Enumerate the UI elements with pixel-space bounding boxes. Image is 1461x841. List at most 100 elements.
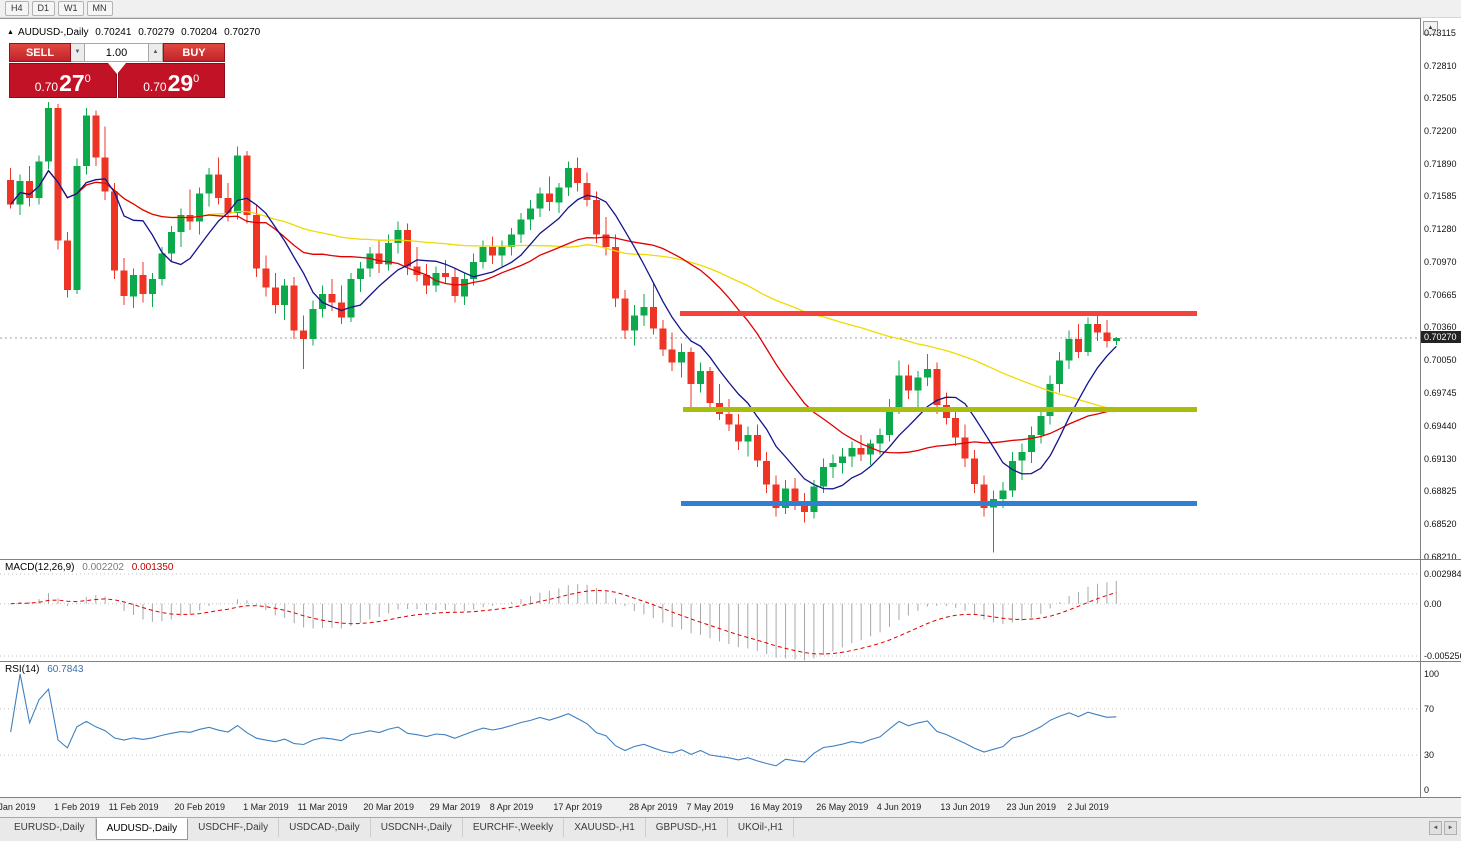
macd-axis-label: 0.00 [1424,598,1442,609]
sell-button[interactable]: SELL [9,43,71,62]
ohlc-low-value: 0.70204 [181,27,218,38]
sell-price-prefix: 0.70 [34,80,59,94]
date-axis-label: 16 May 2019 [750,802,803,812]
price-chart-canvas[interactable] [0,19,1420,560]
price-axis-label: 0.68825 [1424,486,1457,497]
tab-scroll-controls: ◄ ► [1429,821,1457,835]
volume-increase-button[interactable]: ▲ [149,43,163,62]
tab-scroll-right-button[interactable]: ► [1444,821,1457,835]
price-axis-label: 0.70360 [1424,322,1457,333]
price-axis-label: 0.71280 [1424,224,1457,235]
date-axis-label: 4 Jun 2019 [876,802,922,812]
volume-input[interactable] [85,43,149,62]
tab-scroll-left-button[interactable]: ◄ [1429,821,1442,835]
date-axis-label: 13 Jun 2019 [940,802,990,812]
macd-canvas[interactable] [0,560,1420,662]
buy-price-display[interactable]: 0.70 29 0 [117,63,225,98]
price-axis-label: 0.71890 [1424,158,1457,169]
macd-signal-value: 0.001350 [131,562,174,573]
rsi-axis-label: 0 [1424,785,1430,795]
macd-axis-label: -0.005256 [1424,651,1461,661]
date-axis[interactable]: 23 Jan 2019 1 Feb 2019 11 Feb 2019 20 Feb 2… [0,797,1461,817]
price-axis[interactable]: ▲ 0.70270 0.73115 0.72810 0.72505 0.72200 0.… [1420,18,1461,562]
date-axis-label: 8 Apr 2019 [489,802,534,812]
buy-price-big-digits: 29 [167,70,194,96]
price-axis-label: 0.72810 [1424,60,1457,71]
buy-button[interactable]: BUY [163,43,225,62]
sell-price-display[interactable]: 0.70 27 0 [9,63,117,98]
date-axis-label: 17 Apr 2019 [553,802,602,812]
price-axis-label: 0.68520 [1424,518,1457,529]
timeframe-toolbar: H4 D1 W1 MN [0,0,1461,18]
date-axis-label: 23 Jan 2019 [0,802,36,812]
rsi-label: RSI(14) 60.7843 [5,664,88,675]
date-axis-label: 1 Feb 2019 [54,802,100,812]
date-axis-label: 29 Mar 2019 [429,802,481,812]
chart-header: ▲ AUDUSD-,Daily 0.70241 0.70279 0.70204 0… [7,27,264,38]
date-axis-label: 1 Mar 2019 [243,802,289,812]
price-axis-label: 0.72505 [1424,93,1457,104]
chart-tab-xauusd-h1[interactable]: XAUUSD-,H1 [564,818,646,837]
buy-price-prefix: 0.70 [143,80,167,94]
buy-price-pipette: 0 [193,73,200,85]
date-axis-label: 11 Mar 2019 [297,802,348,812]
rsi-canvas[interactable] [0,662,1420,798]
ohlc-open-value: 0.70241 [95,27,132,38]
price-axis-label: 0.69130 [1424,453,1457,464]
chart-tabbar: EURUSD-,Daily AUDUSD-,Daily USDCHF-,Daily U… [0,817,1461,841]
chart-tab-audusd-daily[interactable]: AUDUSD-,Daily [95,818,189,840]
symbol-marker-icon: ▲ [7,29,14,36]
chart-tab-ukoil-h1[interactable]: UKOil-,H1 [728,818,794,837]
rsi-axis[interactable]: 100 70 30 0 [1420,661,1461,797]
chart-tab-usdcad-daily[interactable]: USDCAD-,Daily [279,818,371,837]
date-axis-label: 11 Feb 2019 [108,802,159,812]
rsi-value: 60.7843 [47,664,84,675]
rsi-axis-label: 100 [1424,669,1440,679]
price-axis-label: 0.73115 [1424,28,1456,38]
timeframe-button-w1[interactable]: W1 [58,1,84,16]
rsi-panel[interactable]: RSI(14) 60.7843 [0,661,1420,797]
date-axis-label: 28 Apr 2019 [629,802,678,812]
sell-price-big-digits: 27 [59,70,85,96]
chart-tab-eurchf-weekly[interactable]: EURCHF-,Weekly [463,818,565,837]
one-click-trading-panel: SELL ▼ ▲ BUY 0.70 27 0 0.70 29 0 [9,43,225,98]
main-chart-panel[interactable]: ▲ AUDUSD-,Daily 0.70241 0.70279 0.70204 0… [0,18,1420,559]
date-axis-label: 7 May 2019 [686,802,734,812]
timeframe-button-d1[interactable]: D1 [31,1,56,16]
price-axis-label: 0.69745 [1424,388,1457,399]
price-axis-label: 0.68210 [1424,552,1457,562]
price-axis-label: 0.70970 [1424,257,1457,268]
macd-main-value: 0.002202 [82,562,124,573]
date-axis-label: 23 Jun 2019 [1006,802,1057,812]
macd-axis-label: 0.002984 [1424,569,1461,579]
price-axis-label: 0.70665 [1424,289,1457,300]
timeframe-button-mn[interactable]: MN [86,1,113,16]
macd-label: MACD(12,26,9) 0.002202 0.001350 [5,562,178,573]
rsi-title: RSI(14) [5,664,40,675]
price-axis-label: 0.71585 [1424,191,1457,202]
macd-panel[interactable]: MACD(12,26,9) 0.002202 0.001350 [0,559,1420,661]
rsi-axis-label: 30 [1424,750,1435,761]
chart-tab-usdcnh-daily[interactable]: USDCNH-,Daily [371,818,463,837]
chart-tab-gbpusd-h1[interactable]: GBPUSD-,H1 [646,818,728,837]
volume-decrease-button[interactable]: ▼ [71,43,85,62]
ohlc-close-value: 0.70270 [224,27,261,38]
price-axis-label: 0.69440 [1424,420,1457,431]
chart-tab-usdchf-daily[interactable]: USDCHF-,Daily [188,818,280,837]
price-axis-label: 0.72200 [1424,125,1457,136]
timeframe-button-h4[interactable]: H4 [5,1,29,16]
ohlc-high-value: 0.70279 [138,27,175,38]
price-axis-label: 0.70050 [1424,355,1457,366]
date-axis-label: 26 May 2019 [816,802,869,812]
date-axis-label: 20 Mar 2019 [363,802,414,812]
chart-scroll-up-button[interactable]: ▲ [1423,21,1438,35]
chart-tab-eurusd-daily[interactable]: EURUSD-,Daily [4,818,96,837]
date-axis-label: 2 Jul 2019 [1067,802,1109,812]
macd-axis[interactable]: 0.002984 0.00 -0.005256 [1420,559,1461,661]
chart-symbol-label: AUDUSD-,Daily [17,27,89,38]
date-axis-label: 20 Feb 2019 [174,802,225,812]
rsi-axis-label: 70 [1424,703,1435,714]
macd-title: MACD(12,26,9) [5,562,75,573]
current-price-badge: 0.70270 [1421,330,1461,343]
sell-price-pipette: 0 [84,73,91,85]
